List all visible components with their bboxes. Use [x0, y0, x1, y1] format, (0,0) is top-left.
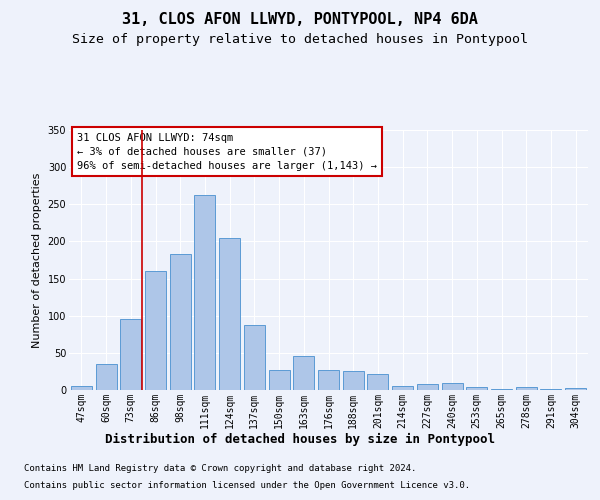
Bar: [219, 238, 240, 390]
Bar: [565, 388, 586, 390]
Bar: [541, 388, 562, 390]
Text: 31 CLOS AFON LLWYD: 74sqm
← 3% of detached houses are smaller (37)
96% of semi-d: 31 CLOS AFON LLWYD: 74sqm ← 3% of detach…: [77, 132, 377, 170]
Bar: [367, 374, 388, 390]
Bar: [244, 324, 265, 390]
Bar: [318, 370, 339, 390]
Text: Size of property relative to detached houses in Pontypool: Size of property relative to detached ho…: [72, 32, 528, 46]
Text: 31, CLOS AFON LLWYD, PONTYPOOL, NP4 6DA: 31, CLOS AFON LLWYD, PONTYPOOL, NP4 6DA: [122, 12, 478, 28]
Bar: [145, 271, 166, 390]
Bar: [516, 387, 537, 390]
Bar: [392, 386, 413, 390]
Bar: [293, 356, 314, 390]
Bar: [71, 386, 92, 390]
Text: Distribution of detached houses by size in Pontypool: Distribution of detached houses by size …: [105, 432, 495, 446]
Bar: [343, 370, 364, 390]
Bar: [417, 384, 438, 390]
Bar: [442, 384, 463, 390]
Bar: [491, 388, 512, 390]
Bar: [120, 320, 141, 390]
Bar: [170, 254, 191, 390]
Text: Contains public sector information licensed under the Open Government Licence v3: Contains public sector information licen…: [24, 481, 470, 490]
Text: Contains HM Land Registry data © Crown copyright and database right 2024.: Contains HM Land Registry data © Crown c…: [24, 464, 416, 473]
Bar: [269, 370, 290, 390]
Y-axis label: Number of detached properties: Number of detached properties: [32, 172, 42, 348]
Bar: [95, 364, 116, 390]
Bar: [194, 196, 215, 390]
Bar: [466, 387, 487, 390]
